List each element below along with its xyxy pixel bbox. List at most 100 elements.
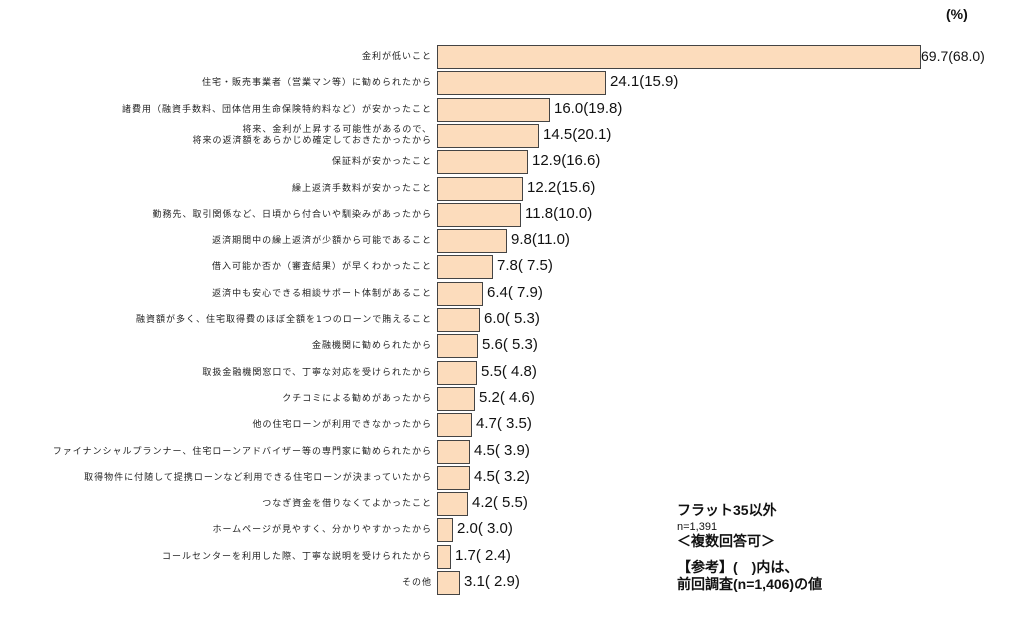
category-label: その他	[402, 571, 432, 595]
chart-row: 保証料が安かったこと 12.9(16.6)	[0, 150, 1024, 174]
category-label: ホームページが見やすく、分かりやすかったから	[212, 518, 432, 542]
value-label: 1.7( 2.4)	[455, 547, 511, 564]
value-label: 4.2( 5.5)	[472, 494, 528, 511]
bar	[437, 334, 478, 358]
value-label: 14.5(20.1)	[543, 126, 612, 143]
chart-row: 取扱金融機関窓口で、丁寧な対応を受けられたから 5.5( 4.8)	[0, 361, 1024, 385]
legend-reference-2: 前回調査(n=1,406)の値	[677, 576, 823, 592]
legend-multiple-answers: ＜複数回答可＞	[677, 533, 775, 549]
bar	[437, 440, 470, 464]
chart-row: 金利が低いこと 69.7(68.0)	[0, 45, 1024, 69]
unit-label: (%)	[946, 6, 968, 22]
category-label: 取得物件に付随して提携ローンなど利用できる住宅ローンが決まっていたから	[84, 466, 432, 490]
category-label: 将来、金利が上昇する可能性があるので、 将来の返済額をあらかじめ確定しておきたかっ…	[193, 124, 432, 148]
legend-note: フラット35以外 n=1,391 ＜複数回答可＞ 【参考】( )内は、 前回調査…	[677, 500, 822, 593]
category-label-line: その他	[401, 577, 432, 588]
category-label-line: ホームページが見やすく、分かりやすかったから	[212, 524, 432, 535]
chart-row: コールセンターを利用した際、丁寧な説明を受けられたから 1.7( 2.4)	[0, 545, 1024, 569]
bar	[437, 413, 472, 437]
category-label-line: 諸費用（融資手数料、団体信用生命保険特約料など）が安かったこと	[121, 104, 432, 115]
value-label: 69.7(68.0)	[921, 48, 985, 64]
value-label: 9.8(11.0)	[511, 231, 570, 248]
category-label-line: 住宅・販売事業者（営業マン等）に勧められたから	[201, 77, 432, 88]
legend-n: n=1,391	[677, 521, 718, 533]
bar	[437, 571, 460, 595]
category-label-line: クチコミによる勧めがあったから	[282, 393, 432, 404]
chart-row: その他 3.1( 2.9)	[0, 571, 1024, 595]
legend-reference-1: 【参考】( )内は、	[677, 559, 799, 575]
category-label: 融資額が多く、住宅取得費のほぼ全額を1つのローンで賄えること	[136, 308, 432, 332]
category-label-line: 繰上返済手数料が安かったこと	[291, 183, 432, 194]
bar	[437, 229, 507, 253]
chart-row: クチコミによる勧めがあったから 5.2( 4.6)	[0, 387, 1024, 411]
bar	[437, 308, 480, 332]
bar	[437, 545, 451, 569]
chart-row: ホームページが見やすく、分かりやすかったから 2.0( 3.0)	[0, 518, 1024, 542]
category-label-line: 借入可能か否か（審査結果）が早くわかったこと	[211, 261, 432, 272]
value-label: 2.0( 3.0)	[457, 520, 513, 537]
value-label: 3.1( 2.9)	[464, 573, 520, 590]
chart-row: 勤務先、取引関係など、日頃から付合いや馴染みがあったから 11.8(10.0)	[0, 203, 1024, 227]
category-label-line: 返済中も安心できる相談サポート体制があること	[212, 288, 432, 299]
chart-row: ファイナンシャルプランナー、住宅ローンアドバイザー等の専門家に勧められたから 4.…	[0, 440, 1024, 464]
category-label: 返済期間中の繰上返済が少額から可能であること	[212, 229, 432, 253]
bar	[437, 282, 483, 306]
category-label-line: コールセンターを利用した際、丁寧な説明を受けられたから	[161, 551, 432, 562]
category-label-line: 保証料が安かったこと	[331, 156, 432, 167]
category-label: 返済中も安心できる相談サポート体制があること	[212, 282, 432, 306]
bar	[437, 177, 523, 201]
chart-row: 返済期間中の繰上返済が少額から可能であること 9.8(11.0)	[0, 229, 1024, 253]
category-label: 住宅・販売事業者（営業マン等）に勧められたから	[202, 71, 432, 95]
category-label-line: 取得物件に付随して提携ローンなど利用できる住宅ローンが決まっていたから	[84, 472, 432, 483]
category-label: 勤務先、取引関係など、日頃から付合いや馴染みがあったから	[152, 203, 432, 227]
bar	[437, 150, 528, 174]
bar	[437, 203, 521, 227]
category-label-line: 将来、金利が上昇する可能性があるので、	[242, 125, 432, 135]
category-label-line: 返済期間中の繰上返済が少額から可能であること	[212, 235, 432, 246]
bar	[437, 45, 921, 69]
chart-row: 住宅・販売事業者（営業マン等）に勧められたから 24.1(15.9)	[0, 71, 1024, 95]
value-label: 16.0(19.8)	[554, 100, 623, 117]
value-label: 7.8( 7.5)	[497, 257, 553, 274]
category-label-line: 金利が低いこと	[361, 51, 432, 62]
category-label: つなぎ資金を借りなくてよかったこと	[262, 492, 432, 516]
category-label: コールセンターを利用した際、丁寧な説明を受けられたから	[162, 545, 432, 569]
category-label-line: 取扱金融機関窓口で、丁寧な対応を受けられたから	[202, 367, 432, 378]
category-label-line: 他の住宅ローンが利用できなかったから	[252, 419, 432, 430]
chart-row: つなぎ資金を借りなくてよかったこと 4.2( 5.5)	[0, 492, 1024, 516]
bar	[437, 255, 493, 279]
value-label: 12.9(16.6)	[532, 152, 601, 169]
legend-series: フラット35以外	[677, 502, 777, 518]
value-label: 5.5( 4.8)	[481, 363, 537, 380]
chart-row: 取得物件に付随して提携ローンなど利用できる住宅ローンが決まっていたから 4.5( …	[0, 466, 1024, 490]
category-label-line: 将来の返済額をあらかじめ確定しておきたかったから	[192, 136, 432, 146]
category-label-line: 融資額が多く、住宅取得費のほぼ全額を1つのローンで賄えること	[135, 314, 432, 325]
bar	[437, 518, 453, 542]
chart-row: 金融機関に勧められたから 5.6( 5.3)	[0, 334, 1024, 358]
bar	[437, 71, 606, 95]
value-label: 4.5( 3.2)	[474, 468, 530, 485]
category-label-line: 金融機関に勧められたから	[311, 340, 432, 351]
chart-row: 他の住宅ローンが利用できなかったから 4.7( 3.5)	[0, 413, 1024, 437]
category-label: 保証料が安かったこと	[332, 150, 432, 174]
category-label: 借入可能か否か（審査結果）が早くわかったこと	[212, 255, 432, 279]
value-label: 5.2( 4.6)	[479, 389, 535, 406]
chart-row: 将来、金利が上昇する可能性があるので、 将来の返済額をあらかじめ確定しておきたかっ…	[0, 124, 1024, 148]
category-label: 繰上返済手数料が安かったこと	[292, 177, 432, 201]
bar	[437, 98, 550, 122]
value-label: 12.2(15.6)	[527, 179, 596, 196]
chart-row: 返済中も安心できる相談サポート体制があること 6.4( 7.9)	[0, 282, 1024, 306]
bar	[437, 361, 477, 385]
chart-row: 繰上返済手数料が安かったこと 12.2(15.6)	[0, 177, 1024, 201]
category-label: ファイナンシャルプランナー、住宅ローンアドバイザー等の専門家に勧められたから	[53, 440, 432, 464]
value-label: 6.4( 7.9)	[487, 284, 543, 301]
chart-row: 借入可能か否か（審査結果）が早くわかったこと 7.8( 7.5)	[0, 255, 1024, 279]
value-label: 4.7( 3.5)	[476, 415, 532, 432]
category-label: 諸費用（融資手数料、団体信用生命保険特約料など）が安かったこと	[122, 98, 432, 122]
category-label-line: つなぎ資金を借りなくてよかったこと	[262, 498, 432, 509]
value-label: 24.1(15.9)	[610, 73, 679, 90]
value-label: 6.0( 5.3)	[484, 310, 540, 327]
chart-row: 諸費用（融資手数料、団体信用生命保険特約料など）が安かったこと 16.0(19.8…	[0, 98, 1024, 122]
chart-row: 融資額が多く、住宅取得費のほぼ全額を1つのローンで賄えること 6.0( 5.3)	[0, 308, 1024, 332]
category-label: 取扱金融機関窓口で、丁寧な対応を受けられたから	[202, 361, 432, 385]
